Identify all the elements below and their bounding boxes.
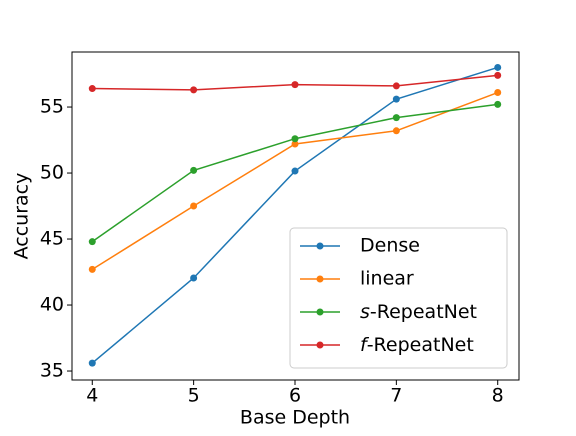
data-point <box>190 274 198 282</box>
data-point <box>291 167 299 175</box>
y-tick-label: 55 <box>40 96 64 118</box>
y-axis-label: Accuracy <box>11 173 33 260</box>
x-tick-label: 4 <box>86 385 98 407</box>
data-point <box>190 166 198 174</box>
legend-marker <box>316 242 324 250</box>
legend-label: s-RepeatNet <box>360 301 477 323</box>
y-tick-label: 50 <box>40 162 64 184</box>
legend-marker <box>316 341 324 349</box>
legend-box <box>289 227 508 369</box>
data-point <box>88 85 96 93</box>
data-point <box>494 63 502 71</box>
data-point <box>494 100 502 108</box>
legend-label: f-RepeatNet <box>360 334 474 356</box>
y-tick-label: 35 <box>40 360 64 382</box>
data-point <box>190 202 198 210</box>
legend-label: Dense <box>360 235 420 257</box>
plot-frame <box>71 51 520 381</box>
data-point <box>494 89 502 97</box>
x-tick-label: 5 <box>188 385 200 407</box>
data-point <box>392 127 400 135</box>
data-point <box>494 71 502 79</box>
legend-marker <box>316 308 324 316</box>
data-point <box>88 265 96 273</box>
data-point <box>291 135 299 143</box>
data-point <box>88 238 96 246</box>
legend-marker <box>316 275 324 283</box>
x-tick-label: 7 <box>390 385 402 407</box>
data-point <box>392 82 400 90</box>
y-tick-label: 40 <box>40 294 64 316</box>
data-point <box>291 81 299 89</box>
x-tick-label: 6 <box>289 385 301 407</box>
data-point <box>291 140 299 148</box>
y-tick-label: 45 <box>40 228 64 250</box>
data-point <box>88 359 96 367</box>
data-point <box>190 86 198 94</box>
legend-label: linear <box>360 268 414 290</box>
data-point <box>392 95 400 103</box>
x-tick-label: 8 <box>492 385 504 407</box>
data-point <box>392 114 400 122</box>
x-axis-label: Base Depth <box>240 407 350 429</box>
